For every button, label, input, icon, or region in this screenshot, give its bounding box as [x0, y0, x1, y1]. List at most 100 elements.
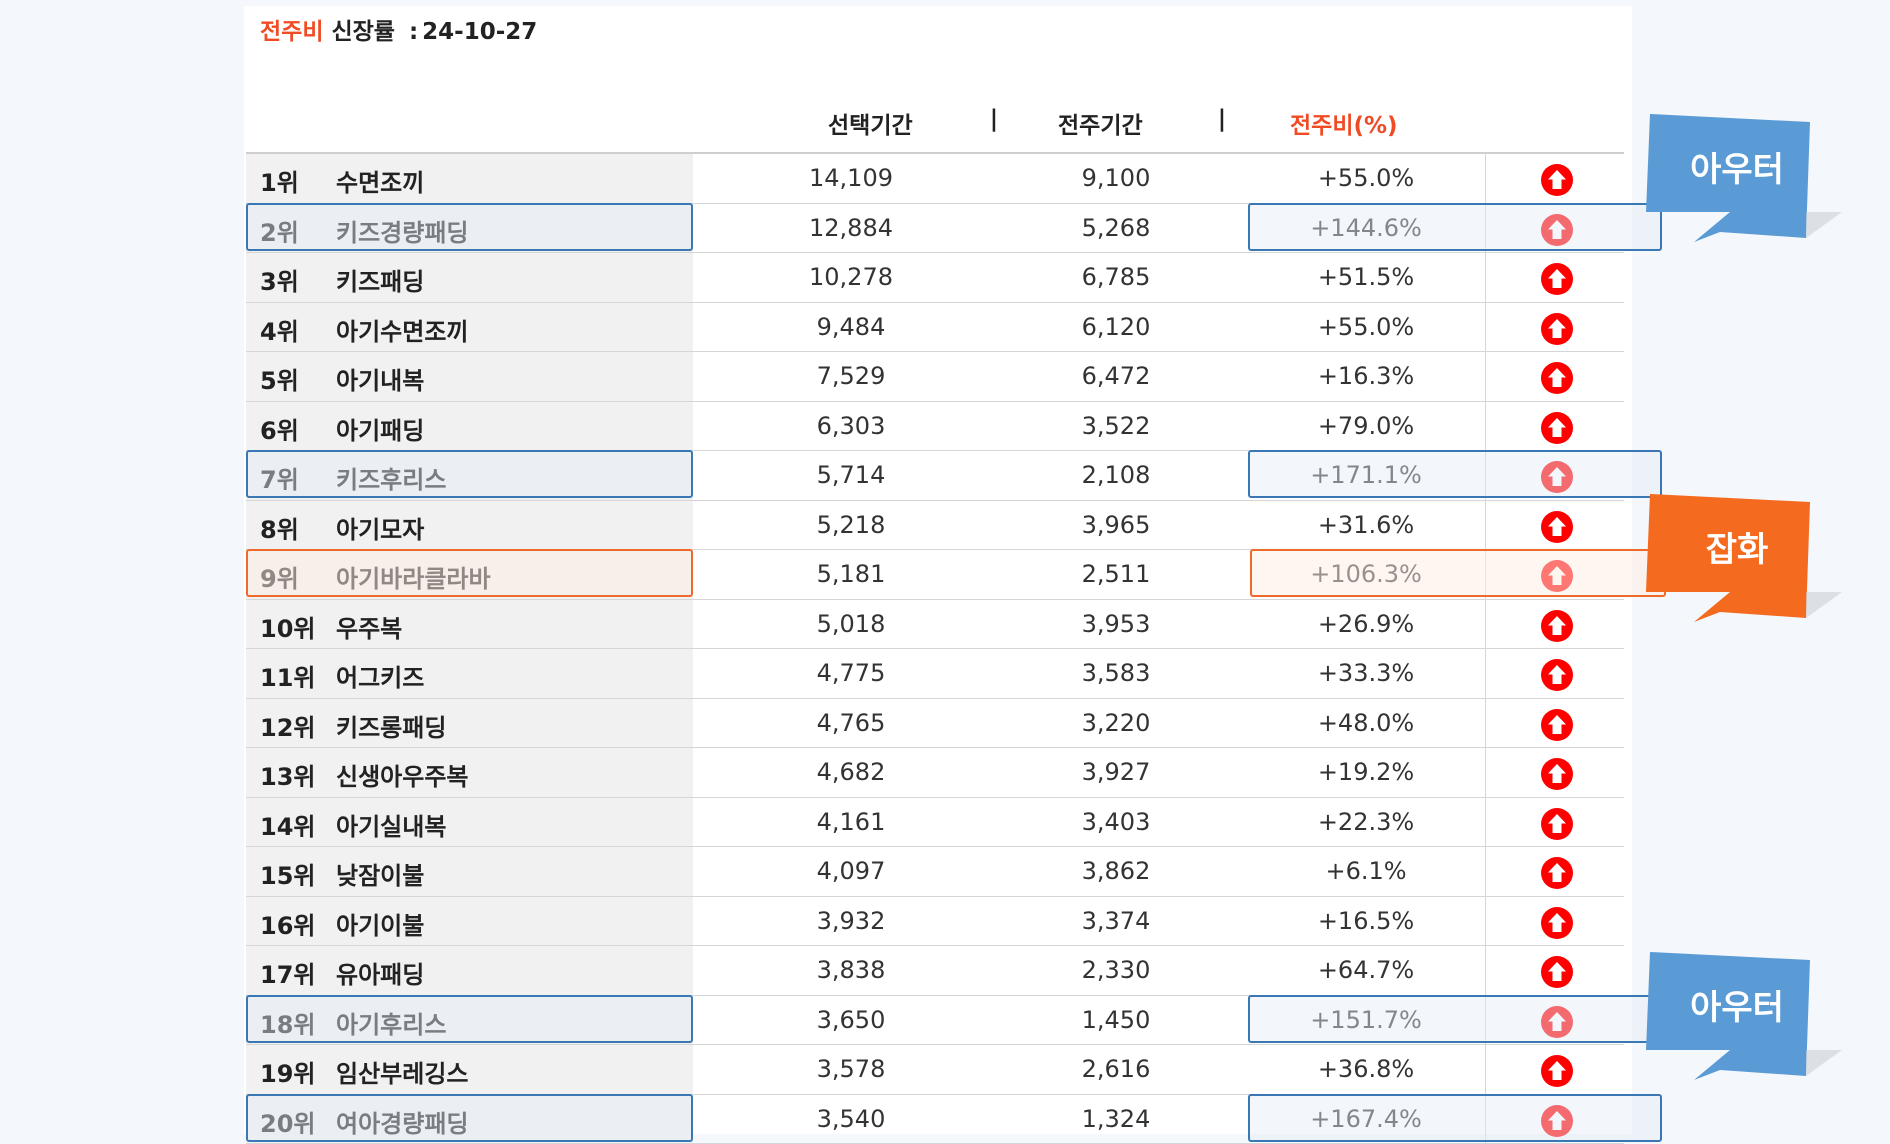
keyword-label: 어그키즈	[336, 658, 424, 693]
arrow-up-circle-icon	[1539, 954, 1575, 990]
column-divider	[1485, 946, 1486, 995]
rank-label: 15위	[260, 856, 315, 891]
rank-label: 7위	[260, 460, 299, 495]
ratio-value: +51.5%	[1256, 263, 1476, 291]
column-divider	[1485, 897, 1486, 946]
previous-week-value: 2,511	[1031, 560, 1201, 588]
ratio-value: +167.4%	[1256, 1105, 1476, 1133]
previous-week-value: 6,120	[1031, 313, 1201, 341]
title-label: 신장률	[331, 19, 394, 45]
previous-week-value: 6,785	[1031, 263, 1201, 291]
selected-period-value: 4,161	[766, 808, 936, 836]
rank-label: 9위	[260, 559, 299, 594]
selected-period-value: 7,529	[766, 362, 936, 390]
selected-period-value: 5,218	[766, 511, 936, 539]
previous-week-value: 3,862	[1031, 857, 1201, 885]
ratio-value: +36.8%	[1256, 1055, 1476, 1083]
ratio-value: +16.3%	[1256, 362, 1476, 390]
previous-week-value: 3,583	[1031, 659, 1201, 687]
arrow-up-circle-icon	[1539, 608, 1575, 644]
selected-period-value: 14,109	[766, 164, 936, 192]
keyword-label: 아기내복	[336, 361, 424, 396]
arrow-up-circle-icon	[1539, 459, 1575, 495]
keyword-cell: 13위 신생아우주복	[246, 748, 693, 797]
ratio-value: +22.3%	[1256, 808, 1476, 836]
column-divider	[1485, 600, 1486, 649]
title-prefix: 전주비	[260, 19, 323, 45]
column-divider	[1485, 996, 1486, 1045]
callout-accessory: 잡화	[1632, 488, 1842, 638]
keyword-cell: 5위 아기내복	[246, 352, 693, 401]
previous-week-value: 2,330	[1031, 956, 1201, 984]
column-divider	[1485, 154, 1486, 203]
callout-label: 아우터	[1662, 142, 1812, 191]
keyword-label: 신생아우주복	[336, 757, 468, 792]
ratio-value: +79.0%	[1256, 412, 1476, 440]
selected-period-value: 10,278	[766, 263, 936, 291]
previous-week-value: 3,220	[1031, 709, 1201, 737]
callout-outer-2: 아우터	[1632, 946, 1842, 1096]
rank-label: 16위	[260, 906, 315, 941]
column-divider	[1485, 1045, 1486, 1094]
keyword-label: 아기실내복	[336, 807, 446, 842]
ratio-value: +55.0%	[1256, 164, 1476, 192]
ratio-value: +144.6%	[1256, 214, 1476, 242]
arrow-up-circle-icon	[1539, 1053, 1575, 1089]
selected-period-value: 5,181	[766, 560, 936, 588]
rank-label: 5위	[260, 361, 299, 396]
arrow-up-circle-icon	[1539, 261, 1575, 297]
selected-period-value: 3,838	[766, 956, 936, 984]
rank-label: 13위	[260, 757, 315, 792]
column-divider	[1485, 352, 1486, 401]
rank-label: 3위	[260, 262, 299, 297]
callout-label: 아우터	[1662, 980, 1812, 1029]
rank-label: 6위	[260, 411, 299, 446]
keyword-label: 여아경량패딩	[336, 1104, 468, 1139]
ratio-value: +64.7%	[1256, 956, 1476, 984]
keyword-label: 아기이불	[336, 906, 424, 941]
selected-period-value: 5,018	[766, 610, 936, 638]
keyword-label: 낮잠이불	[336, 856, 424, 891]
rank-label: 17위	[260, 955, 315, 990]
arrow-up-circle-icon	[1539, 1103, 1575, 1139]
previous-week-value: 3,374	[1031, 907, 1201, 935]
header-separator: |	[984, 106, 1004, 132]
selected-period-value: 5,714	[766, 461, 936, 489]
selected-period-value: 3,578	[766, 1055, 936, 1083]
previous-week-value: 3,927	[1031, 758, 1201, 786]
column-divider	[1485, 451, 1486, 500]
keyword-label: 키즈경량패딩	[336, 213, 468, 248]
previous-week-value: 5,268	[1031, 214, 1201, 242]
title-date: 24-10-27	[422, 19, 537, 45]
rank-label: 19위	[260, 1054, 315, 1089]
column-divider	[1485, 303, 1486, 352]
column-divider	[1485, 699, 1486, 748]
header-ratio: 전주비(%)	[1290, 106, 1398, 140]
arrow-up-circle-icon	[1539, 806, 1575, 842]
ratio-value: +55.0%	[1256, 313, 1476, 341]
